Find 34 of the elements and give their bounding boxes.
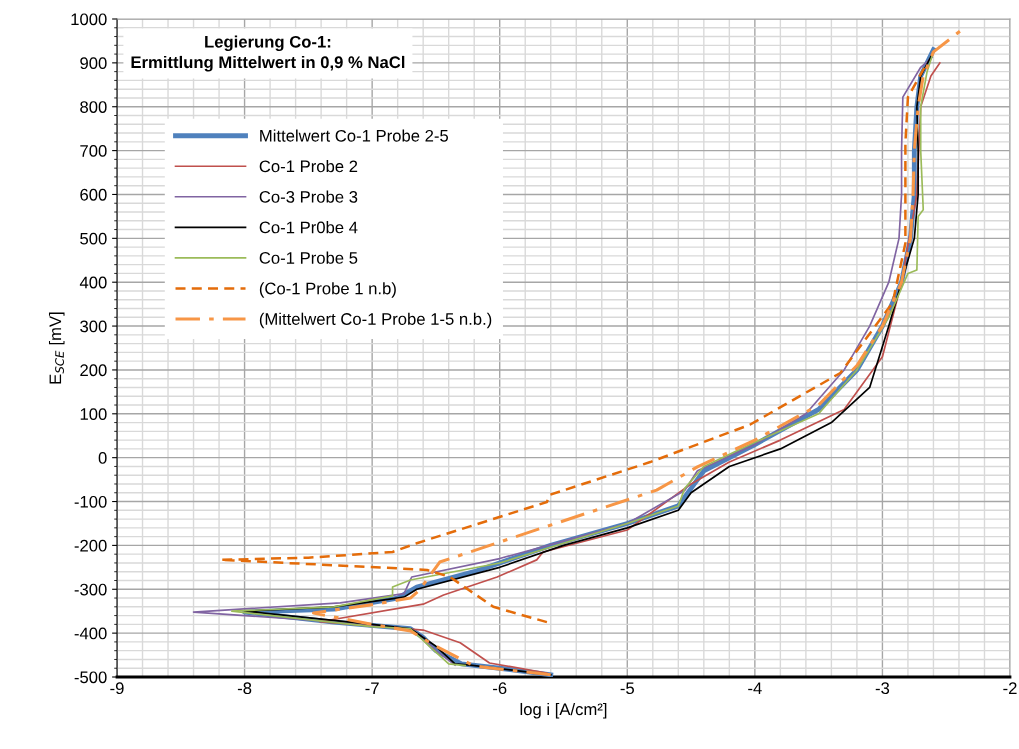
y-tick-label: 700 (80, 145, 107, 157)
legend-label: Co-3 Probe 3 (259, 190, 358, 203)
y-tick-label: 800 (80, 101, 107, 113)
x-tick-label: -7 (365, 682, 379, 694)
x-tick-label: -9 (110, 682, 124, 695)
x-tick-label: -3 (875, 682, 890, 695)
legend-label: Co-1 Pr0be 4 (259, 221, 358, 234)
y-tick-label: -500 (74, 671, 107, 684)
text: Legierung Co-1: Ermittlung Mittelwert in 0,9 % NaCl (131, 35, 405, 72)
y-tick-label: -200 (74, 539, 107, 552)
y-tick-label: 400 (79, 276, 107, 289)
legend-label: Co-1 Probe 2 (259, 159, 358, 173)
y-tick-label: -300 (74, 583, 107, 596)
y-tick-label: 600 (80, 188, 107, 201)
x-tick-label: -8 (237, 682, 252, 695)
y-tick-label: 0 (98, 452, 107, 464)
y-tick-label: 900 (80, 57, 107, 70)
y-tick-label: -100 (74, 495, 107, 508)
x-axis-title: log i [A/cm²] (520, 702, 607, 719)
legend-label: Co-1 Probe 5 (259, 251, 358, 264)
y-tick-label: 500 (80, 232, 107, 245)
x-tick-label: -2 (1003, 682, 1017, 694)
y-tick-label: 300 (80, 320, 107, 333)
legend-label: Mittelwert Co-1 Probe 2-5 (260, 129, 449, 142)
y-tick-label: 200 (80, 364, 107, 377)
y-axis-title: E$_{SCE}$ [mV] (48, 312, 65, 384)
legend-label: (Mittelwert Co-1 Probe 1-5 n.b.) (259, 312, 492, 329)
x-tick-label: -5 (620, 682, 634, 695)
x-tick-label: -6 (493, 682, 507, 695)
legend-label: (Co-1 Probe 1 n.b) (259, 282, 396, 298)
y-tick-label: 1000 (71, 13, 107, 26)
y-tick-label: 100 (80, 408, 107, 420)
x-tick-label: -4 (748, 682, 762, 694)
y-tick-label: -400 (74, 627, 107, 640)
